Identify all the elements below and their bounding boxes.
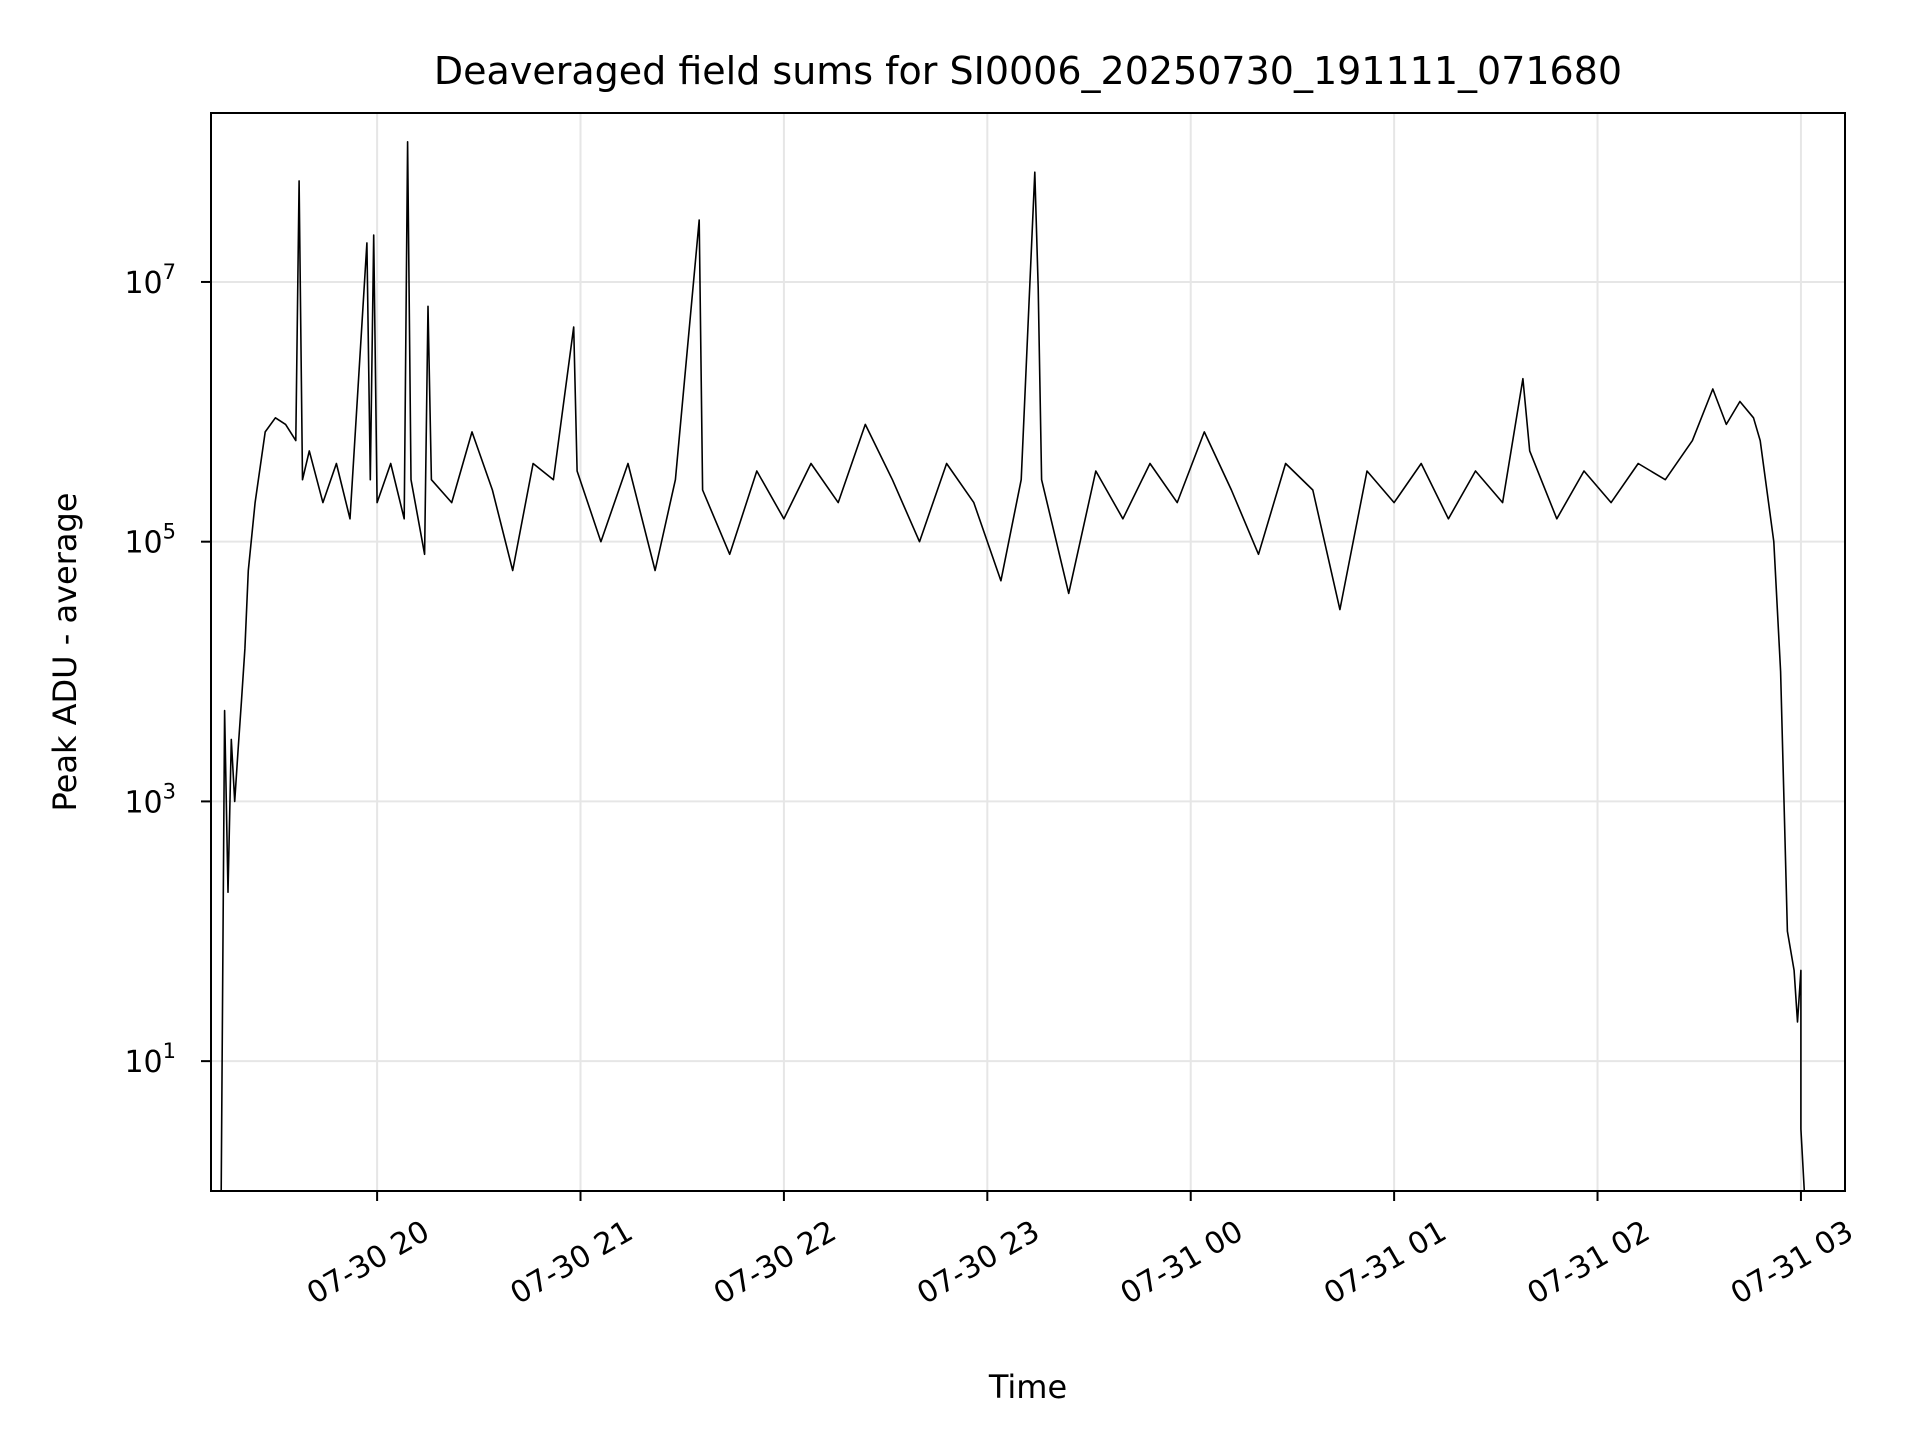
y-tick-label: 103: [124, 779, 176, 820]
y-tick-label: 101: [124, 1039, 176, 1080]
series-line: [220, 141, 1806, 1192]
y-axis-title: Peak ADU - average: [46, 493, 84, 812]
plot-frame: [210, 112, 1846, 1192]
grid: [211, 113, 1845, 1191]
y-tick-label: 105: [124, 520, 176, 561]
x-axis-title: Time: [988, 1368, 1067, 1406]
chart-title: Deaveraged field sums for SI0006_2025073…: [434, 49, 1622, 93]
y-axis: 101 103 105 107: [124, 260, 211, 1080]
series-layer: [220, 141, 1806, 1192]
y-tick-label: 107: [124, 260, 176, 301]
